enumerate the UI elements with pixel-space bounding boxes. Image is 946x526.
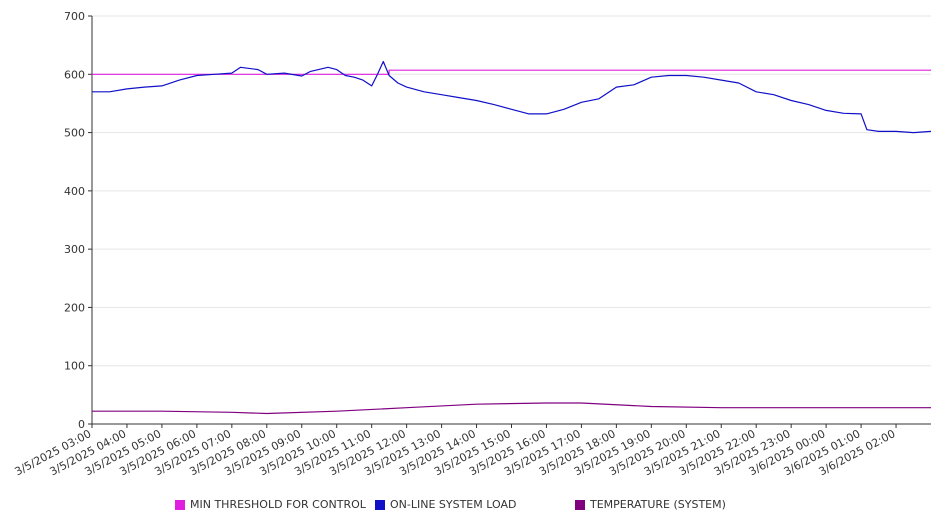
y-tick-label: 0	[78, 418, 85, 431]
legend: MIN THRESHOLD FOR CONTROL ON-LINE SYSTEM…	[0, 496, 946, 516]
legend-swatch-system-load	[375, 499, 385, 510]
legend-label-system-load: ON-LINE SYSTEM LOAD	[390, 498, 517, 511]
legend-item-system-load[interactable]: ON-LINE SYSTEM LOAD	[375, 498, 516, 511]
y-tick-label: 200	[64, 301, 85, 314]
grid-lines	[92, 15, 931, 367]
series-line-temperature	[92, 402, 931, 415]
legend-label-temperature: TEMPERATURE (SYSTEM)	[590, 498, 726, 511]
y-tick-label: 400	[64, 185, 85, 198]
y-tick-label: 500	[64, 127, 85, 140]
series-line-system-load	[92, 60, 932, 134]
series-line-min-threshold	[92, 69, 931, 75]
y-tick-label: 100	[64, 360, 85, 373]
y-tick-label: 300	[64, 243, 85, 256]
legend-swatch-temperature	[575, 499, 585, 510]
y-tick-label: 600	[64, 68, 85, 81]
y-tick-label: 700	[64, 10, 85, 23]
axes	[91, 16, 931, 425]
legend-item-min-threshold[interactable]: MIN THRESHOLD FOR CONTROL	[175, 498, 366, 511]
legend-label-min-threshold: MIN THRESHOLD FOR CONTROL	[190, 498, 366, 511]
legend-swatch-min-threshold	[175, 499, 185, 510]
x-axis-ticks: 3/5/2025 03:003/5/2025 04:003/5/2025 05:…	[13, 424, 897, 478]
series-lines	[92, 60, 932, 415]
legend-item-temperature[interactable]: TEMPERATURE (SYSTEM)	[575, 498, 726, 511]
y-axis-ticks: 0 100 200 300 400 500 600 700	[64, 10, 92, 431]
